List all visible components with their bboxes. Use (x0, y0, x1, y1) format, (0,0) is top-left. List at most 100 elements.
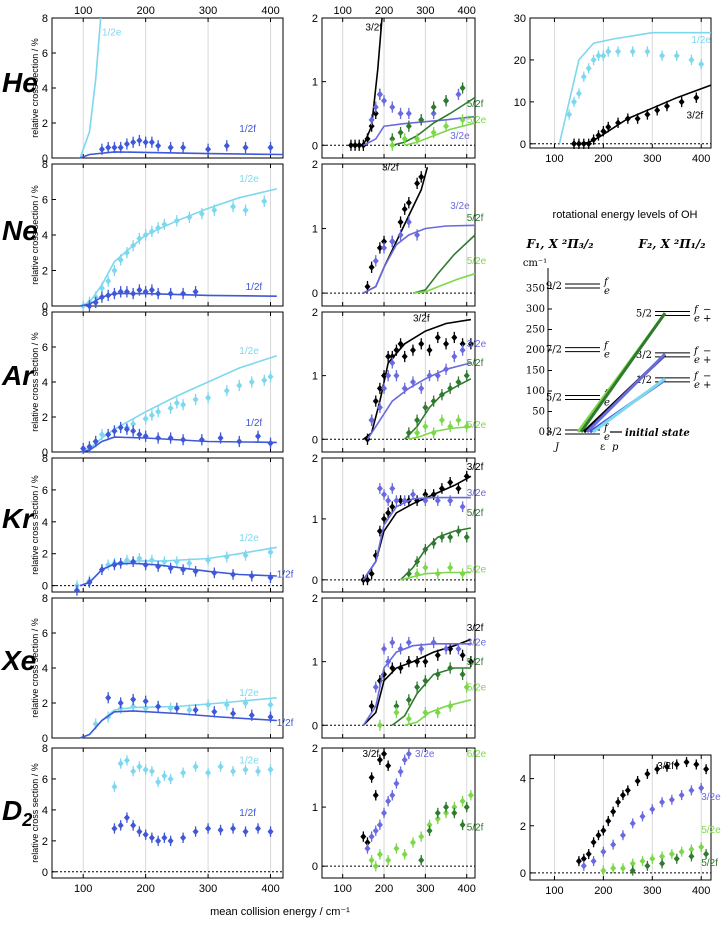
data-point-1/2e (242, 206, 249, 214)
data-point-5/2e (438, 416, 445, 424)
data-point-3/2f (376, 756, 383, 764)
data-point-3/2e (434, 372, 441, 380)
data-point-1/2e (111, 267, 118, 274)
data-point-5/2e (459, 570, 466, 578)
data-point-1/2f (105, 694, 112, 702)
data-point-1/2e (98, 431, 105, 438)
data-point-1/2f (123, 140, 130, 148)
x-tick-label: 200 (594, 885, 612, 897)
data-point-3/2e (381, 97, 388, 105)
series-curve-1/2f (79, 562, 277, 587)
data-point-3/2e (376, 403, 383, 411)
level-j-label: 5/2 (546, 393, 562, 404)
data-point-3/2f (600, 826, 607, 834)
data-point-3/2e (385, 797, 392, 805)
data-point-1/2e (595, 52, 602, 60)
data-point-3/2e (659, 798, 666, 806)
x-tick-label: 300 (643, 153, 661, 165)
data-point-3/2f (455, 484, 462, 492)
data-point-3/2f (376, 244, 383, 252)
data-point-3/2f (447, 645, 454, 653)
data-point-1/2f (98, 293, 105, 301)
data-point-3/2f (644, 110, 651, 118)
data-point-5/2f (438, 533, 445, 541)
data-point-3/2f (397, 497, 404, 505)
data-point-1/2f (130, 427, 137, 435)
data-point-3/2f (405, 658, 412, 666)
data-point-1/2e (267, 548, 274, 556)
y-tick-label: 4 (42, 230, 48, 242)
data-point-1/2e (148, 411, 155, 419)
series-curve-3/2e (363, 224, 476, 294)
y-tick-label: 2 (312, 453, 318, 465)
data-point-1/2f (130, 290, 137, 298)
x-tick-label-top: 100 (333, 5, 351, 17)
chart-panel-He-mid: 0 1 2 100 200 300 400 3/2f 3/2e 5/2f 5/2e (312, 5, 487, 159)
data-point-5/2f (644, 862, 651, 870)
y-tick-label: 4 (520, 774, 526, 786)
y-tick-label: 2 (312, 13, 318, 25)
data-point-1/2f (123, 425, 130, 433)
axes-frame (51, 17, 284, 159)
y-tick-label: 2 (312, 307, 318, 319)
data-point-3/2e (590, 857, 597, 865)
series-label: 5/2f (467, 823, 484, 834)
chart-panel-Xe-left: 0 2 4 6 8 1/2e 1/2f relative cross section / % (30, 593, 294, 745)
data-point-5/2f (434, 809, 441, 817)
data-point-3/2e (619, 831, 626, 839)
parity-e: e (604, 398, 610, 409)
data-point-1/2f (155, 703, 162, 710)
data-point-3/2f (590, 136, 597, 144)
x-tick-label: 300 (643, 885, 661, 897)
data-point-1/2f (267, 144, 274, 151)
data-point-1/2f (248, 711, 255, 719)
series-label: 5/2f (467, 213, 484, 224)
data-point-1/2f (161, 834, 168, 842)
data-point-3/2e (381, 809, 388, 817)
data-point-1/2e (217, 763, 224, 771)
data-point-1/2e (211, 206, 218, 214)
data-point-3/2e (372, 827, 379, 835)
data-point-3/2e (376, 90, 383, 98)
y-tick-label: 2 (312, 593, 318, 605)
data-point-1/2f (180, 834, 187, 842)
energy-tick-label: 100 (526, 386, 545, 397)
data-point-3/2e (389, 639, 396, 647)
y-tick-label: 4 (42, 377, 48, 389)
data-point-1/2f (180, 436, 187, 444)
data-point-3/2f (364, 576, 371, 584)
level-j-label: 3/2 (636, 350, 652, 361)
y-axis-title: relative cross section / % (30, 618, 40, 718)
chart-panel-Ar-mid: 0 1 2 3/2f 3/2e 5/2f 5/2e (312, 307, 487, 453)
data-point-3/2e (368, 116, 375, 124)
y-tick-label: 0 (42, 301, 48, 313)
data-point-3/2f (389, 503, 396, 511)
diagram-title: rotational energy levels of OH (553, 209, 698, 221)
parity-e: e (604, 286, 610, 297)
y-tick-label: 2 (312, 743, 318, 755)
data-point-6/2e (426, 821, 433, 829)
data-point-3/2e (372, 683, 379, 691)
data-point-1/2f (92, 298, 99, 306)
axes-frame (51, 311, 284, 453)
data-point-3/2e (459, 503, 466, 511)
series-curve-1/2f (79, 436, 277, 453)
data-point-5/2f (434, 670, 441, 678)
data-point-5/2f (405, 122, 412, 130)
parity-f: f (693, 305, 700, 316)
y-tick-label: 2 (520, 821, 526, 833)
data-point-3/2f (619, 791, 626, 799)
data-point-3/2e (629, 819, 636, 827)
data-point-1/2f (117, 559, 124, 567)
data-point-3/2f (372, 791, 379, 799)
series-label: 5/2f (701, 858, 718, 869)
level-j-label: 1/2 (636, 375, 652, 386)
data-point-3/2e (405, 639, 412, 647)
gas-symbol: Kr (2, 503, 35, 534)
parity-f: f (603, 423, 610, 434)
data-point-1/2f (142, 561, 149, 569)
data-point-1/2f (230, 710, 237, 717)
level-j-label: 9/2 (546, 281, 562, 292)
data-point-1/2f (136, 286, 143, 294)
data-point-5/2e (668, 850, 675, 858)
